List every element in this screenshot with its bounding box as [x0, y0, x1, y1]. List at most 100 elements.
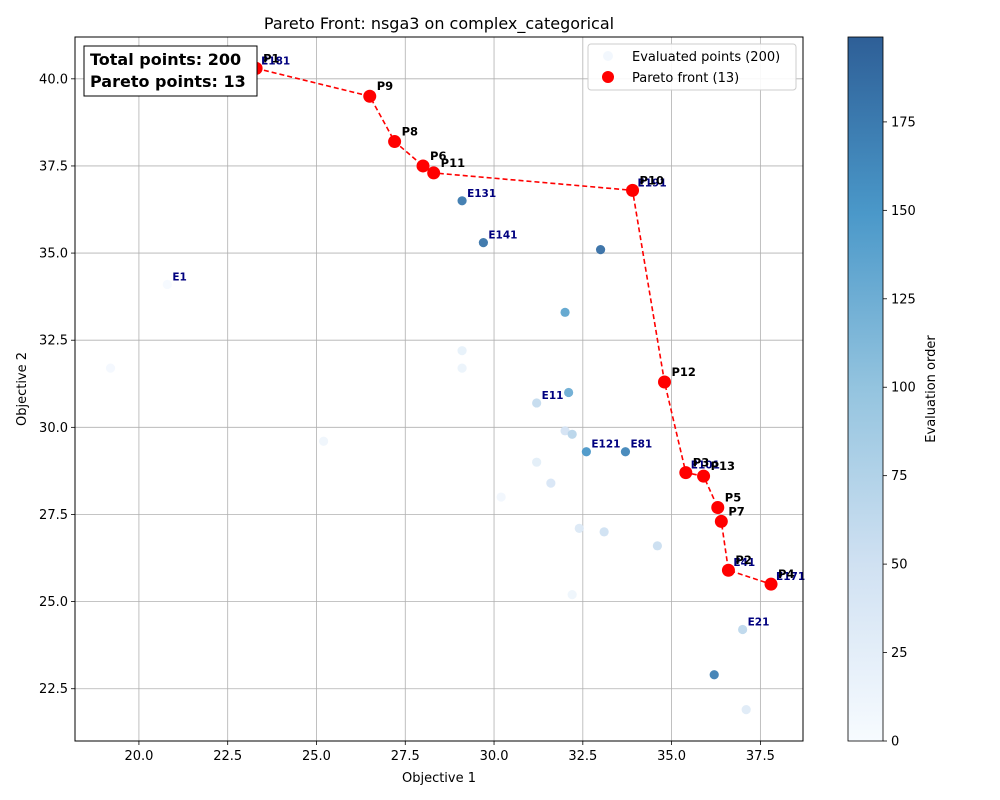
pareto-point-label: P13 [711, 459, 735, 473]
y-tick-label: 25.0 [39, 595, 68, 610]
colorbar-tick-label: 100 [891, 381, 916, 396]
pareto-point-label: P11 [441, 156, 465, 170]
y-tick-label: 27.5 [39, 508, 68, 523]
grid-lines [75, 37, 803, 741]
evaluated-point [567, 429, 577, 439]
y-axis-ticks: 22.5 25.0 27.5 30.0 32.5 35.0 37.5 40.0 [39, 72, 75, 697]
pareto-point-label: P7 [728, 504, 744, 518]
colorbar-label: Evaluation order [924, 335, 939, 443]
pareto-point-label: P10 [640, 173, 664, 187]
pareto-point [714, 514, 728, 528]
y-tick-label: 30.0 [39, 421, 68, 436]
eval-point-label: E81 [630, 439, 652, 451]
evaluated-point [457, 346, 467, 356]
evaluated-point [595, 244, 606, 255]
x-tick-label: 30.0 [480, 749, 509, 764]
colorbar-tick-label: 150 [891, 204, 916, 219]
legend-label-pareto: Pareto front (13) [632, 71, 739, 86]
evaluated-point [162, 279, 172, 290]
pareto-point [416, 159, 430, 173]
eval-point-label: E131 [467, 188, 496, 200]
pareto-point [711, 500, 725, 514]
colorbar-tick-label: 125 [891, 292, 916, 307]
plot-frame [74, 36, 804, 742]
pareto-points [249, 61, 778, 591]
y-axis-label: Objective 2 [15, 352, 30, 426]
evaluated-point [457, 196, 467, 206]
pareto-point [427, 166, 441, 180]
eval-labels: E1 E11 E21 E41 E81 E101 E121 E131 E141 E171 E181 E1… [172, 55, 805, 628]
evaluated-point [652, 541, 663, 551]
colorbar: 0 25 50 75 100 125 150 175 Evaluation order [847, 36, 939, 750]
evaluated-point [574, 523, 584, 534]
pareto-point [697, 469, 711, 483]
pareto-point [626, 183, 640, 197]
evaluated-point [560, 307, 570, 317]
evaluated-point [478, 238, 488, 248]
legend-marker-evaluated [603, 51, 613, 61]
evaluated-point [457, 363, 467, 373]
eval-point-label: E21 [748, 616, 770, 628]
pareto-point-label: P1 [263, 51, 279, 65]
eval-point-label: E11 [542, 390, 564, 402]
pareto-point [363, 89, 377, 103]
evaluated-point [599, 527, 609, 537]
evaluated-point [581, 447, 591, 457]
colorbar-tick-label: 50 [891, 558, 908, 573]
pareto-point [764, 577, 778, 591]
eval-point-label: E121 [591, 439, 620, 451]
x-tick-label: 25.0 [302, 749, 331, 764]
pareto-point-label: P2 [735, 553, 751, 567]
pareto-point-label: P12 [672, 365, 696, 379]
colorbar-tick-label: 0 [891, 735, 899, 750]
stats-box: Total points: 200 Pareto points: 13 [83, 45, 258, 97]
pareto-point [679, 466, 693, 480]
y-tick-label: 35.0 [39, 247, 68, 262]
x-tick-label: 32.5 [568, 749, 597, 764]
legend: Evaluated points (200) Pareto front (13) [587, 43, 797, 91]
pareto-point-label: P3 [693, 456, 709, 470]
eval-point-label: E41 [733, 557, 755, 569]
pareto-point [658, 375, 672, 389]
legend-marker-pareto [602, 71, 614, 83]
evaluated-point [496, 492, 506, 502]
evaluated-point [532, 398, 542, 408]
pareto-point-label: P8 [402, 125, 418, 139]
legend-label-evaluated: Evaluated points (200) [632, 50, 780, 65]
x-tick-label: 37.5 [746, 749, 775, 764]
chart-title: Pareto Front: nsga3 on complex_categoric… [264, 14, 614, 34]
evaluated-point [546, 478, 556, 488]
pareto-point [721, 563, 735, 577]
evaluated-point [738, 624, 748, 635]
evaluated-point [564, 387, 574, 398]
y-tick-label: 22.5 [39, 682, 68, 697]
y-tick-label: 37.5 [39, 159, 68, 174]
colorbar-ticks: 0 25 50 75 100 125 150 175 [883, 115, 916, 750]
x-axis-ticks: 20.0 22.5 25.0 27.5 30.0 32.5 35.0 37.5 [124, 741, 775, 764]
evaluated-points [105, 196, 751, 715]
evaluated-point [620, 447, 631, 457]
evaluated-point [567, 590, 577, 600]
eval-point-label: E171 [776, 571, 805, 583]
evaluated-point [318, 436, 329, 446]
pareto-point-label: P5 [725, 490, 741, 504]
eval-point-label: E1 [172, 271, 186, 283]
y-tick-label: 32.5 [39, 334, 68, 349]
eval-point-label: E191 [638, 177, 667, 189]
x-axis-label: Objective 1 [402, 771, 476, 786]
x-tick-label: 27.5 [391, 749, 420, 764]
evaluated-point [709, 670, 719, 680]
colorbar-tick-label: 175 [891, 115, 916, 130]
colorbar-tick-label: 25 [891, 646, 908, 661]
evaluated-point [560, 426, 570, 436]
pareto-points-label: Pareto points: 13 [90, 72, 246, 91]
pareto-point-label: P9 [377, 79, 393, 93]
evaluated-point [105, 363, 116, 373]
eval-point-label: E141 [488, 230, 517, 242]
colorbar-gradient [847, 36, 884, 742]
pareto-point-label: P6 [430, 149, 446, 163]
evaluated-point [532, 457, 542, 467]
x-tick-label: 22.5 [213, 749, 242, 764]
